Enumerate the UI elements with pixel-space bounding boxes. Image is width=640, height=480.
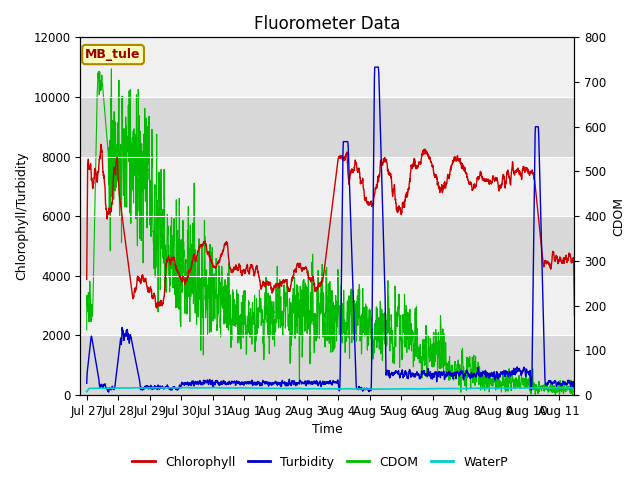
- Title: Fluorometer Data: Fluorometer Data: [254, 15, 401, 33]
- Bar: [81, 97, 575, 156]
- Bar: [81, 216, 575, 276]
- Legend: Chlorophyll, Turbidity, CDOM, WaterP: Chlorophyll, Turbidity, CDOM, WaterP: [127, 451, 513, 474]
- Text: MB_tule: MB_tule: [85, 48, 141, 61]
- Bar: [81, 336, 575, 395]
- Y-axis label: CDOM: CDOM: [612, 197, 625, 236]
- Y-axis label: Chlorophyll/Turbidity: Chlorophyll/Turbidity: [15, 152, 28, 280]
- X-axis label: Time: Time: [312, 423, 343, 436]
